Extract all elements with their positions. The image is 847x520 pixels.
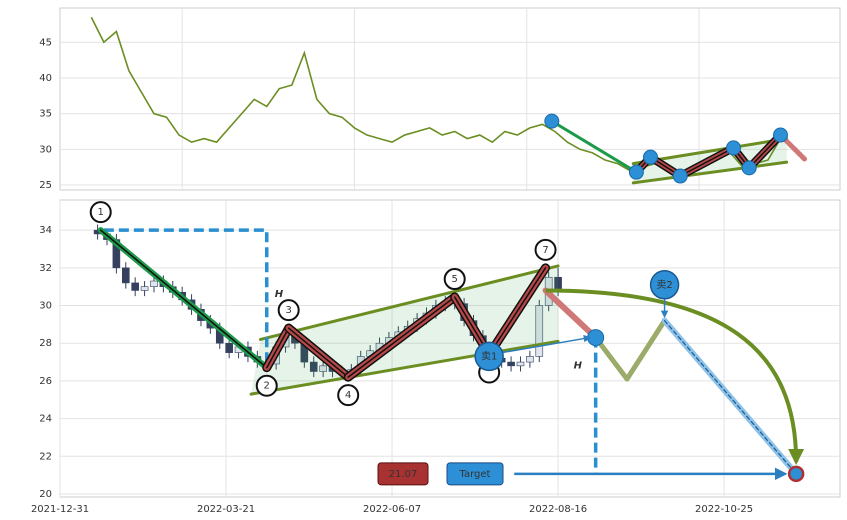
pattern-point xyxy=(725,140,741,156)
y-tick-label: 34 xyxy=(39,225,52,236)
candle-body xyxy=(309,361,318,372)
bottom-plot xyxy=(59,199,841,498)
x-tick-label: 2022-10-25 xyxy=(695,504,753,515)
point-marker xyxy=(337,384,360,407)
pattern-point xyxy=(672,168,688,184)
y-tick-label: 22 xyxy=(39,451,52,462)
point-label: 3 xyxy=(285,305,291,316)
point-label: 7 xyxy=(542,245,548,256)
point-label: 5 xyxy=(452,274,458,285)
target-value-box xyxy=(377,462,429,486)
x-tick-label: 2021-12-31 xyxy=(31,504,89,515)
pattern-point xyxy=(741,160,757,176)
candle-body xyxy=(131,282,139,291)
height-line xyxy=(103,228,269,363)
target-point xyxy=(787,465,805,483)
candle-body xyxy=(319,365,327,372)
candle-body xyxy=(516,361,525,367)
wave-line-core xyxy=(748,134,782,169)
projection-fall-core xyxy=(663,320,797,475)
y-tick-label: 45 xyxy=(39,37,52,48)
wave-line-core xyxy=(679,147,735,177)
x-tick-label: 2022-06-07 xyxy=(363,504,421,515)
point-marker xyxy=(89,201,112,224)
point-label: 4 xyxy=(345,390,351,401)
pattern-point xyxy=(544,113,560,129)
sell-label: 卖2 xyxy=(656,279,672,291)
x-tick-label: 2022-03-21 xyxy=(197,504,255,515)
candle-body xyxy=(225,342,233,353)
y-tick-label: 32 xyxy=(39,263,52,274)
wave-line-core xyxy=(265,327,290,369)
break-point xyxy=(587,329,605,347)
y-tick-label: 40 xyxy=(39,73,52,84)
pattern-point xyxy=(642,149,658,165)
candle-body xyxy=(507,361,515,367)
y-tick-label: 24 xyxy=(39,414,52,425)
y-tick-label: 35 xyxy=(39,109,52,120)
candle-body xyxy=(526,356,534,363)
point-label: 2 xyxy=(264,381,270,392)
point-marker xyxy=(255,374,278,397)
target-box xyxy=(446,462,504,486)
y-tick-label: 25 xyxy=(39,180,52,191)
point-label: 1 xyxy=(98,207,104,218)
point-marker xyxy=(443,268,466,291)
x-tick-label: 2022-08-16 xyxy=(529,504,587,515)
channel-line xyxy=(631,160,789,185)
wave-line-core xyxy=(347,296,456,378)
candle-body xyxy=(150,280,158,287)
y-tick-label: 30 xyxy=(39,144,52,155)
candle-body xyxy=(121,267,130,284)
y-tick-label: 26 xyxy=(39,376,52,387)
decline-line xyxy=(550,119,638,174)
pattern-point xyxy=(772,127,788,143)
sell-marker xyxy=(474,341,504,372)
point-marker xyxy=(534,238,557,261)
drop-arc xyxy=(545,288,805,466)
pattern-point xyxy=(628,164,644,180)
target-label: Target xyxy=(459,469,491,480)
wave-line-core xyxy=(488,267,547,356)
y-tick-label: 28 xyxy=(39,338,52,349)
y-tick-label: 20 xyxy=(39,489,52,500)
h-label: H xyxy=(275,289,284,300)
projection-wave xyxy=(593,335,630,382)
channel-line xyxy=(249,339,560,396)
point-marker xyxy=(277,299,300,322)
sell-label: 卖1 xyxy=(481,350,497,362)
candle-body xyxy=(140,286,149,291)
projection-wave xyxy=(624,318,668,382)
channel-line xyxy=(258,264,560,341)
sell-arrow xyxy=(503,334,592,354)
wave-line-core xyxy=(287,327,349,378)
candle-body xyxy=(535,305,544,357)
projection-down xyxy=(542,287,599,341)
sell-marker xyxy=(649,270,680,300)
target-value: 21.07 xyxy=(389,469,418,480)
h-label: H xyxy=(574,361,583,372)
y-tick-label: 30 xyxy=(39,301,52,312)
decline-core xyxy=(99,229,268,369)
